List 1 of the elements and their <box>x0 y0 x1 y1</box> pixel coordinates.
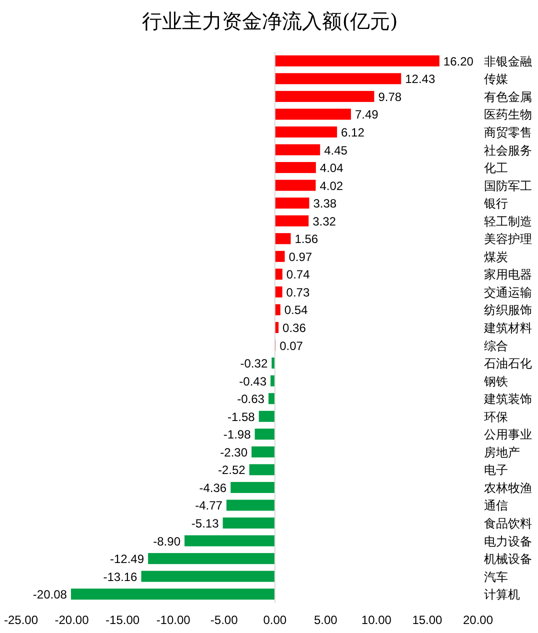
title: 行业主力资金净流入额(亿元) <box>142 9 398 33</box>
